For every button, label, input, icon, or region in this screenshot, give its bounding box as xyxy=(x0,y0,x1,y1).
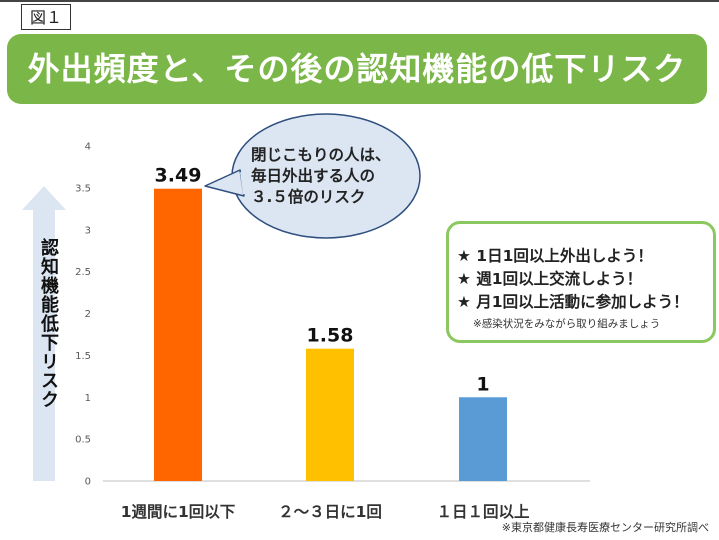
y-tick-label: 1 xyxy=(85,393,91,404)
bar xyxy=(306,348,354,481)
y-tick-label: 3 xyxy=(85,225,91,236)
tips-box: ★ 1日1回以上外出しよう！ ★ 週1回以上交流しよう！ ★ 月1回以上活動に参… xyxy=(446,221,716,343)
tip-item: ★ 週1回以上交流しよう！ xyxy=(457,270,643,288)
y-tick-label: 4 xyxy=(85,142,91,153)
callout-line: 毎日外出する人の xyxy=(251,167,376,185)
callout-bubble xyxy=(204,113,421,239)
callout-line: 閉じこもりの人は、 xyxy=(251,146,391,164)
y-axis-arrow-icon xyxy=(22,186,66,481)
tip-item: ★ 1日1回以上外出しよう！ xyxy=(457,247,653,265)
figure-label: 図１ xyxy=(21,4,71,30)
top-rule xyxy=(0,0,719,2)
y-tick-label: 3.5 xyxy=(75,183,91,194)
source-note: ※東京都健康長寿医療センター研究所調べ xyxy=(501,521,709,534)
y-tick-label: 2.5 xyxy=(75,267,91,278)
chart-title: 外出頻度と、その後の認知機能の低下リスク xyxy=(7,34,707,104)
y-tick-label: 1.5 xyxy=(75,351,91,362)
callout-line: ３.５倍のリスク xyxy=(251,188,366,206)
y-axis-label-area: 認知機能低下リスク xyxy=(24,186,64,481)
y-tick-label: 0.5 xyxy=(75,435,91,446)
bar xyxy=(459,397,507,481)
y-tick-label: 0 xyxy=(85,477,91,488)
tip-item: ★ 月1回以上活動に参加しよう！ xyxy=(457,293,689,311)
bar-value-label: 3.49 xyxy=(155,165,202,187)
x-tick-label: １日１回以上 xyxy=(436,503,530,521)
bar-value-label: 1 xyxy=(476,373,489,395)
tips-note: ※感染状況をみながら取り組みましょう xyxy=(473,318,661,330)
y-axis-label: 認知機能低下リスク xyxy=(38,238,59,409)
x-tick-label: 1週間に1回以下 xyxy=(121,503,236,521)
bar-value-label: 1.58 xyxy=(307,325,354,347)
bar xyxy=(154,188,202,481)
callout-text: 閉じこもりの人は、 毎日外出する人の ３.５倍のリスク xyxy=(251,145,421,208)
x-tick-label: ２～３日に1回 xyxy=(278,503,382,521)
y-tick-label: 2 xyxy=(85,309,91,320)
